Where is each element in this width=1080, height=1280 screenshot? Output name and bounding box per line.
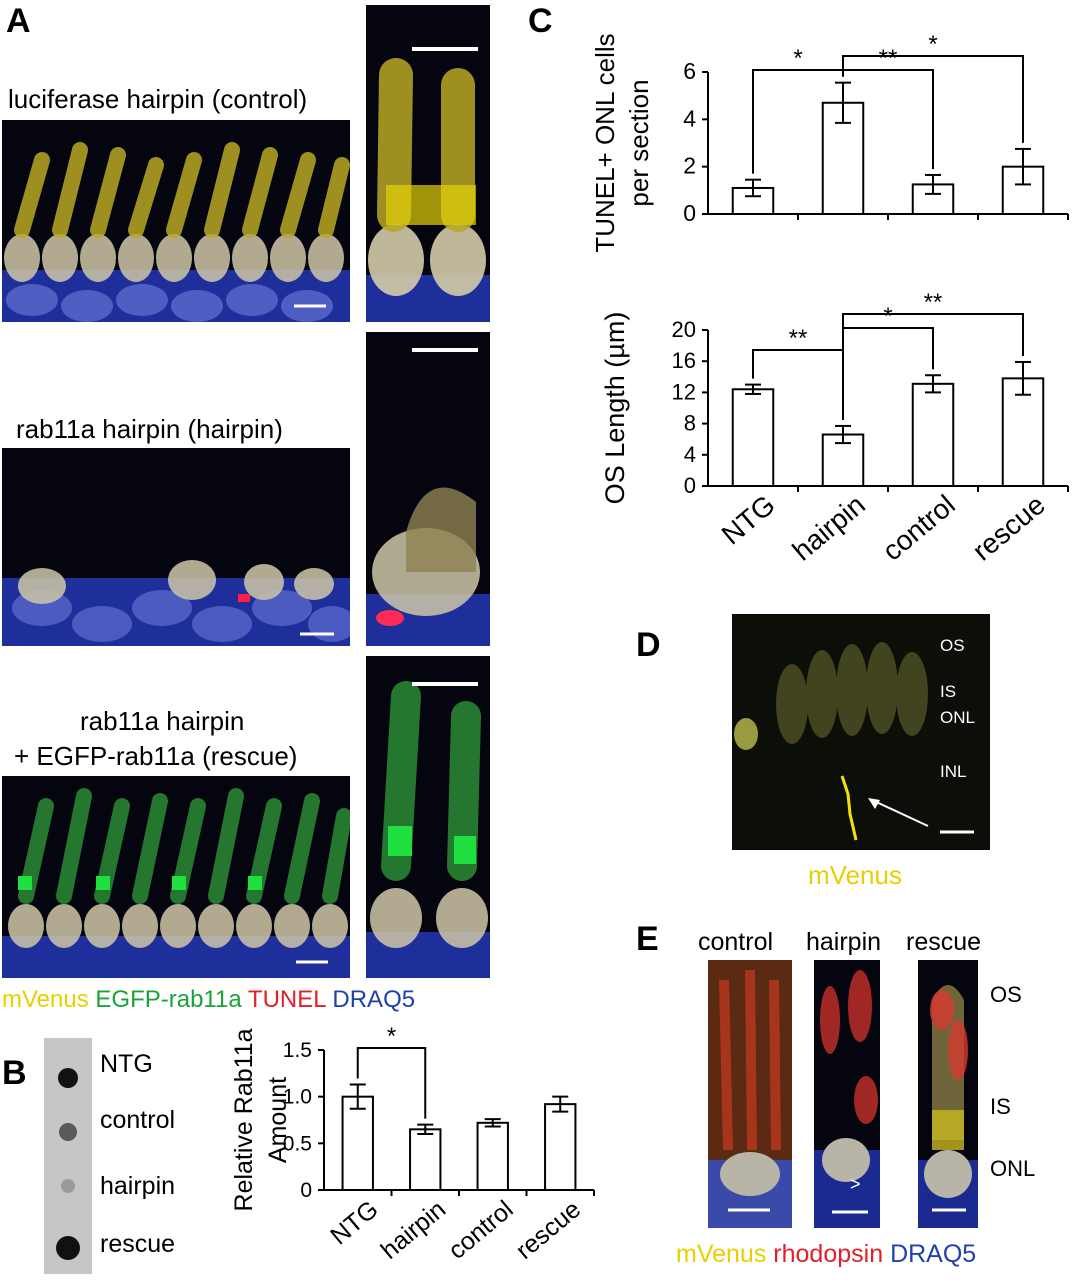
e-col-control: control: [698, 928, 774, 956]
legend-e-rhodopsin: rhodopsin: [773, 1240, 884, 1268]
micrograph-e-hairpin: >: [814, 960, 880, 1228]
micrograph-e-control: [708, 960, 792, 1228]
bar: [341, 1095, 374, 1191]
e-layer-onl: ONL: [990, 1156, 1036, 1181]
panel-label-a: A: [6, 2, 31, 40]
e-col-hairpin: hairpin: [806, 928, 882, 956]
y-axis-label: Relative Rab11a: [230, 1028, 258, 1211]
category-label: rescue: [967, 489, 1051, 567]
category-label: NTG: [716, 489, 781, 551]
y-tick-label: 20: [672, 317, 696, 342]
caption-d: mVenus: [808, 860, 902, 890]
bar: [476, 1121, 509, 1191]
category-label: hairpin: [376, 1195, 451, 1265]
micrograph-e-rescue: [918, 960, 978, 1228]
panel-label-b: B: [2, 1054, 27, 1092]
legend-a-mvenus: mVenus: [2, 986, 89, 1013]
y-tick-label: 6: [683, 58, 696, 84]
category-label: NTG: [325, 1195, 383, 1250]
legend-a-tunel: TUNEL: [247, 986, 326, 1013]
panel-label-c: C: [528, 2, 553, 40]
y-tick-label: 4: [683, 105, 696, 131]
caption-rescue-line1: rab11a hairpin: [80, 706, 245, 736]
legend-a: mVenus EGFP-rab11a TUNEL DRAQ5: [2, 986, 415, 1014]
category-label: rescue: [511, 1195, 586, 1265]
y-tick-label: 2: [683, 153, 696, 179]
svg-text:>: >: [850, 1174, 861, 1194]
micrograph-control-wide: [2, 120, 350, 322]
y-tick-label: 0: [683, 200, 696, 226]
legend-e-mvenus: mVenus: [676, 1240, 767, 1268]
e-layer-is: IS: [990, 1094, 1011, 1119]
y-axis-label: OS Length (µm): [600, 312, 630, 505]
d-layer-os: OS: [940, 636, 965, 655]
significance-bracket: [842, 313, 1024, 420]
bar: [409, 1128, 442, 1192]
caption-rescue-line2: + EGFP-rab11a (rescue): [14, 741, 298, 771]
dot-blot: [44, 1038, 92, 1274]
caption-control: luciferase hairpin (control): [8, 84, 308, 114]
micrograph-hairpin-zoom: [366, 332, 490, 646]
significance-label: **: [924, 290, 943, 316]
category-label: control: [877, 489, 961, 567]
y-tick-label: 0: [300, 1179, 312, 1202]
micrograph-hairpin-wide: [2, 448, 350, 646]
y-axis-label: per section: [624, 79, 654, 206]
bar: [821, 101, 865, 215]
caption-hairpin: rab11a hairpin (hairpin): [16, 414, 283, 444]
micrograph-rescue-wide: [2, 776, 350, 978]
y-tick-label: 4: [684, 442, 696, 467]
significance-label: *: [793, 45, 802, 72]
significance-label: **: [789, 325, 808, 352]
d-layer-is: IS: [940, 682, 957, 701]
y-tick-label: 1.5: [283, 1039, 312, 1062]
blot-label-hairpin: hairpin: [100, 1172, 176, 1200]
y-tick-label: 1.0: [283, 1086, 312, 1109]
significance-label: **: [879, 45, 898, 72]
y-axis-label: Amount: [264, 1077, 292, 1163]
bar: [544, 1103, 577, 1191]
bar: [731, 388, 775, 487]
significance-label: *: [928, 31, 937, 58]
significance-label: *: [883, 303, 892, 330]
significance-bracket: [842, 55, 1024, 143]
y-axis-label: TUNEL+ ONL cells: [590, 33, 620, 252]
d-layer-onl: ONL: [940, 708, 975, 727]
blot-label-rescue: rescue: [100, 1230, 176, 1258]
e-col-rescue: rescue: [906, 928, 982, 956]
blot-label-ntg: NTG: [100, 1050, 153, 1078]
legend-a-egfp: EGFP-rab11a: [95, 986, 242, 1013]
legend-e: mVenus rhodopsin DRAQ5: [676, 1240, 976, 1269]
y-tick-label: 0.5: [283, 1132, 312, 1155]
bar: [1001, 377, 1045, 487]
e-layer-os: OS: [990, 982, 1022, 1007]
bar: [911, 382, 955, 487]
d-layer-inl: INL: [940, 762, 967, 781]
blot-label-control: control: [100, 1106, 176, 1134]
significance-bracket: [356, 1047, 427, 1119]
panel-label-d: D: [636, 626, 661, 664]
legend-a-draq5: DRAQ5: [332, 986, 416, 1013]
y-tick-label: 16: [672, 348, 696, 373]
micrograph-d: OS IS ONL INL: [732, 614, 990, 850]
legend-e-draq5: DRAQ5: [890, 1240, 977, 1268]
y-tick-label: 12: [672, 379, 696, 404]
category-label: hairpin: [787, 489, 871, 567]
significance-label: *: [387, 1024, 396, 1050]
category-label: control: [443, 1195, 518, 1265]
panel-label-e: E: [636, 920, 659, 958]
y-tick-label: 0: [684, 473, 696, 498]
y-tick-label: 8: [684, 411, 696, 436]
micrograph-control-zoom: [366, 5, 490, 322]
micrograph-rescue-zoom: [366, 656, 490, 978]
